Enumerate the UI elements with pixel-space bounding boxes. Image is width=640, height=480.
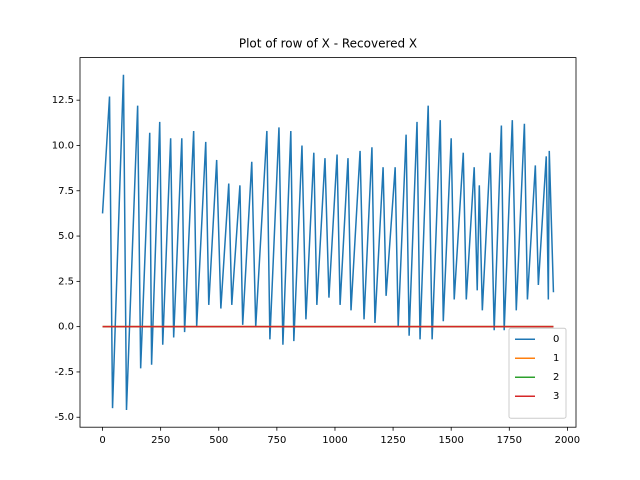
legend-label: 1	[553, 353, 559, 364]
y-tick-label: 2.5	[58, 276, 74, 287]
x-tick-label: 750	[267, 435, 286, 446]
x-tick-label: 250	[151, 435, 170, 446]
y-tick-label: 12.5	[52, 95, 74, 106]
x-tick-label: 1250	[380, 435, 405, 446]
x-tick-label: 1750	[497, 435, 522, 446]
y-tick-label: 10.0	[52, 140, 74, 151]
plot-frame	[79, 57, 577, 428]
legend-label: 3	[553, 391, 559, 402]
y-tick-label: 7.5	[58, 186, 74, 197]
x-tick-label: 1500	[438, 435, 463, 446]
y-tick-label: -2.5	[54, 367, 74, 378]
y-tick-label: 0.0	[58, 322, 74, 333]
x-tick-label: 1000	[322, 435, 347, 446]
legend-label: 0	[553, 334, 559, 345]
line-series	[101, 74, 555, 411]
y-tick-label: -5.0	[54, 412, 74, 423]
x-tick-label: 2000	[555, 435, 580, 446]
x-tick-label: 0	[99, 435, 105, 446]
x-tick-label: 500	[209, 435, 228, 446]
legend-label: 2	[553, 372, 559, 383]
y-tick-label: 5.0	[58, 231, 74, 242]
chart-title: Plot of row of X - Recovered X	[239, 37, 417, 51]
